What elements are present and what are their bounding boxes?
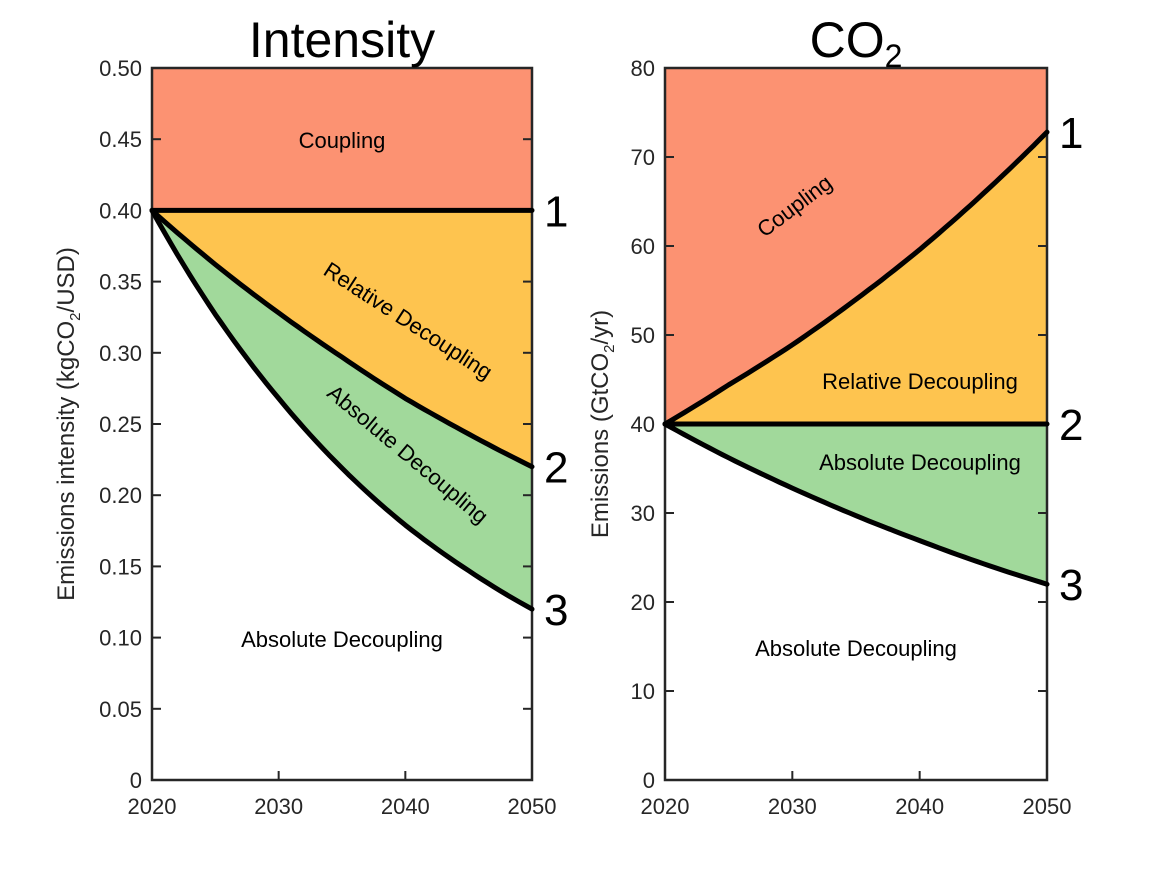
co2-label-absolute-decoupling-below: Absolute Decoupling xyxy=(755,636,957,661)
intensity-ytick-label: 0.20 xyxy=(99,483,142,508)
intensity-ytick-label: 0.45 xyxy=(99,127,142,152)
co2-title: CO2 xyxy=(810,12,903,74)
co2-ytick-label: 80 xyxy=(631,56,655,81)
intensity-curve-label-1: 1 xyxy=(544,187,568,236)
intensity-region-coupling-0 xyxy=(152,68,532,211)
co2-ytick-label: 70 xyxy=(631,145,655,170)
co2-region-absolute-decoupling-2 xyxy=(665,424,1047,585)
co2-ytick-label: 30 xyxy=(631,501,655,526)
co2-curve-1 xyxy=(662,129,1050,427)
intensity-panel: 0 0.05 0.10 0.15 0.20 0.25 0.30 0.35 0.40 0.45 0.5… xyxy=(53,12,568,819)
intensity-ytick-label: 0.15 xyxy=(99,554,142,579)
intensity-x-ticks: 2020 2030 2040 2050 xyxy=(128,771,557,819)
co2-curve-label-2: 2 xyxy=(1059,401,1083,450)
intensity-xtick-label: 2050 xyxy=(508,794,557,819)
co2-title-sub: 2 xyxy=(885,38,903,74)
co2-y-ticks: 0 10 20 30 40 50 60 70 80 xyxy=(631,56,1047,793)
co2-region-coupling-0 xyxy=(665,68,1047,424)
co2-ytick-label: 60 xyxy=(631,234,655,259)
co2-xtick-label: 2030 xyxy=(768,794,817,819)
intensity-ylabel-post: /USD) xyxy=(53,247,80,312)
intensity-ylabel-sub: 2 xyxy=(67,312,84,320)
intensity-xtick-label: 2030 xyxy=(254,794,303,819)
intensity-curve-3 xyxy=(149,207,535,612)
co2-curve-label-3: 3 xyxy=(1059,561,1083,610)
co2-label-absolute-decoupling-band: Absolute Decoupling xyxy=(819,450,1021,475)
intensity-ytick-label: 0.10 xyxy=(99,626,142,651)
intensity-ytick-label: 0.30 xyxy=(99,341,142,366)
intensity-ytick-label: 0.05 xyxy=(99,697,142,722)
co2-label-relative-decoupling: Relative Decoupling xyxy=(822,369,1018,394)
intensity-region-absolute-decoupling-2 xyxy=(152,210,532,610)
co2-ytick-label: 20 xyxy=(631,590,655,615)
intensity-xtick-label: 2040 xyxy=(381,794,430,819)
intensity-y-ticks: 0 0.05 0.10 0.15 0.20 0.25 0.30 0.35 0.40 0.45 0.5… xyxy=(99,56,532,793)
intensity-curves: 1 2 3 xyxy=(149,187,568,635)
intensity-title: Intensity xyxy=(249,12,435,68)
co2-ylabel-pre: Emissions (GtCO xyxy=(587,353,614,538)
intensity-y-axis-label: Emissions intensity (kgCO2/USD) xyxy=(53,247,84,601)
intensity-ytick-label: 0.40 xyxy=(99,198,142,223)
co2-xtick-label: 2040 xyxy=(895,794,944,819)
co2-ytick-label: 0 xyxy=(643,768,655,793)
co2-regions xyxy=(665,68,1047,780)
intensity-xtick-label: 2020 xyxy=(128,794,177,819)
intensity-region-absolute-decoupling-3 xyxy=(152,210,532,780)
intensity-ytick-label: 0.50 xyxy=(99,56,142,81)
intensity-region-relative-decoupling-1 xyxy=(152,210,532,467)
co2-title-pre: CO xyxy=(810,12,885,68)
co2-ytick-label: 10 xyxy=(631,679,655,704)
co2-curve-label-1: 1 xyxy=(1059,109,1083,158)
co2-ytick-label: 40 xyxy=(631,412,655,437)
intensity-curve-label-3: 3 xyxy=(544,586,568,635)
intensity-ytick-label: 0.35 xyxy=(99,270,142,295)
co2-curves: 1 2 3 xyxy=(662,109,1083,610)
intensity-curve-2 xyxy=(149,207,535,470)
intensity-regions xyxy=(152,68,532,780)
intensity-curve-label-2: 2 xyxy=(544,444,568,493)
co2-ylabel-sub: 2 xyxy=(601,344,618,352)
co2-xtick-label: 2020 xyxy=(641,794,690,819)
co2-x-ticks: 2020 2030 2040 2050 xyxy=(641,771,1072,819)
co2-ylabel-post: /yr) xyxy=(587,310,614,345)
intensity-ytick-label: 0 xyxy=(130,768,142,793)
co2-region-absolute-decoupling-3 xyxy=(665,424,1047,780)
co2-ytick-label: 50 xyxy=(631,323,655,348)
co2-curve-3 xyxy=(662,421,1050,587)
intensity-ytick-label: 0.25 xyxy=(99,412,142,437)
co2-xtick-label: 2050 xyxy=(1023,794,1072,819)
intensity-label-absolute-decoupling-below: Absolute Decoupling xyxy=(241,627,443,652)
intensity-label-coupling: Coupling xyxy=(299,128,386,153)
co2-y-axis-label: Emissions (GtCO2/yr) xyxy=(587,310,618,538)
co2-region-relative-decoupling-1 xyxy=(665,132,1047,424)
intensity-ylabel-pre: Emissions intensity (kgCO xyxy=(53,321,80,601)
